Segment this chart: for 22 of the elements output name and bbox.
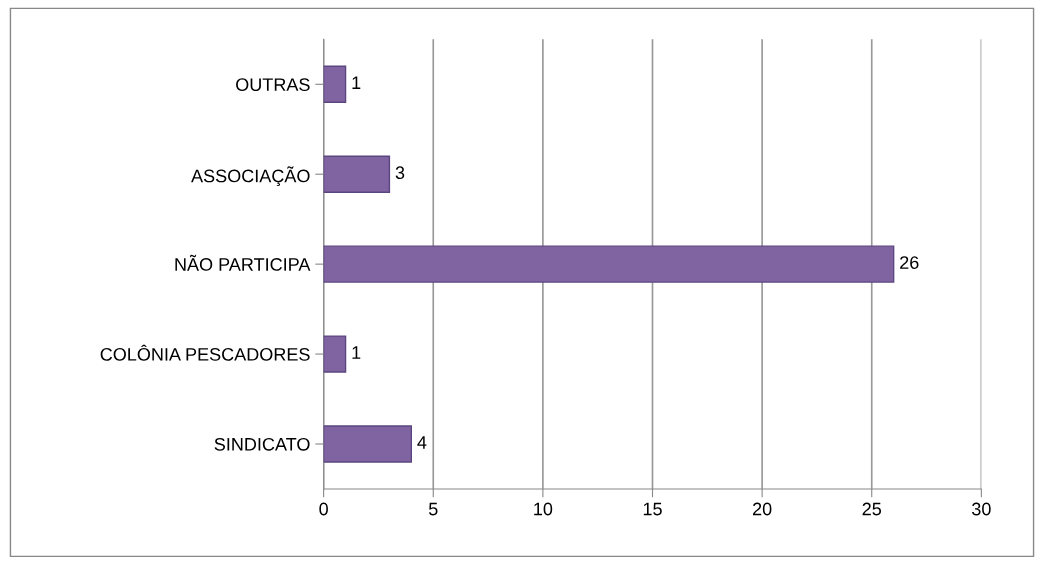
bar <box>323 335 347 373</box>
x-tick-label: 15 <box>643 502 662 516</box>
x-tick-label: 10 <box>534 502 553 516</box>
y-tick-label: COLÔNIA PESCADORES <box>100 344 310 361</box>
data-label: 4 <box>417 436 427 449</box>
y-tick-label: NÃO PARTICIPA <box>175 254 311 271</box>
x-tick-label: 0 <box>319 502 328 516</box>
data-label: 3 <box>395 166 405 180</box>
bar <box>323 155 391 193</box>
x-tick-label: 20 <box>752 502 772 516</box>
x-tick-label: 25 <box>862 502 882 516</box>
bar <box>323 245 895 283</box>
bar <box>323 425 413 463</box>
x-tick-label: 30 <box>972 502 991 516</box>
bar <box>323 65 347 103</box>
data-label: 1 <box>352 346 361 359</box>
x-tick-label: 5 <box>428 502 438 516</box>
data-label: 1 <box>352 76 361 89</box>
y-tick-label: SINDICATO <box>214 437 310 451</box>
y-tick-label: OUTRAS <box>236 78 310 92</box>
y-tick-label: ASSOCIAÇÃO <box>191 166 310 186</box>
data-label: 26 <box>900 256 919 269</box>
